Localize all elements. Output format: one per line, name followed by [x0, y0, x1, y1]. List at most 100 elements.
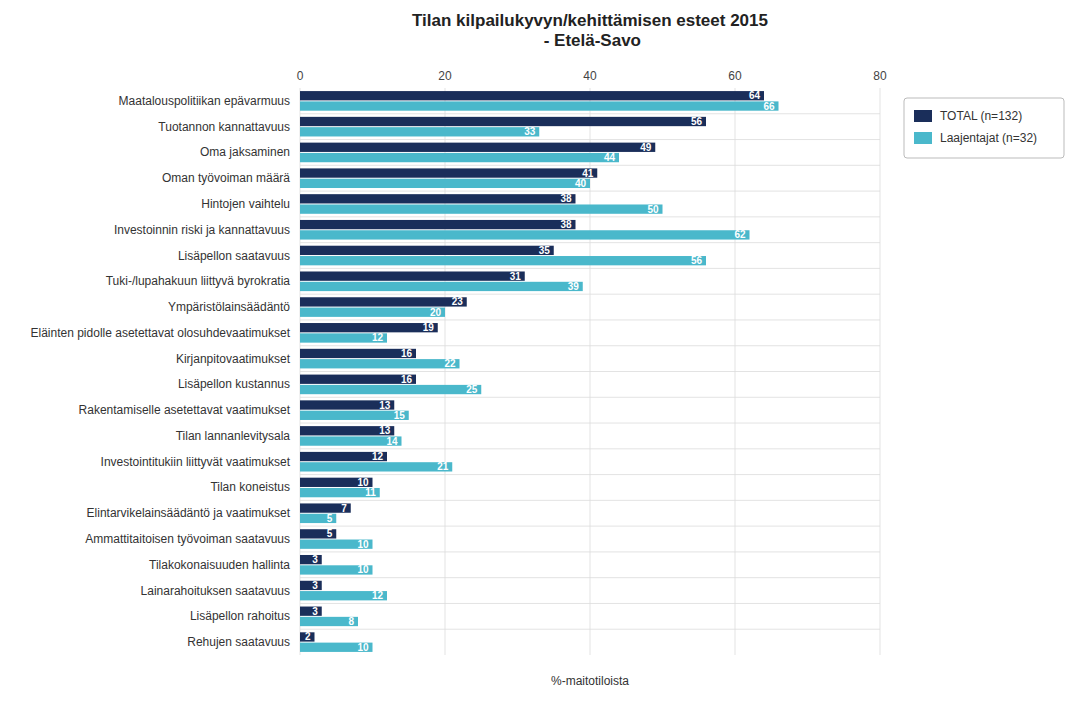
separator: [300, 268, 880, 269]
bar: [300, 194, 576, 203]
category-label: Investoinnin riski ja kannattavuus: [114, 223, 290, 237]
data-label: 16: [401, 374, 413, 385]
bar: [300, 127, 539, 136]
bar: [300, 400, 394, 409]
data-label: 38: [560, 193, 572, 204]
bars: [300, 91, 779, 652]
separator: [300, 345, 880, 346]
separator: [300, 113, 880, 114]
bar: [300, 385, 481, 394]
separator: [300, 242, 880, 243]
separator: [300, 474, 880, 475]
category-label: Eläinten pidolle asetettavat olosuhdevaa…: [31, 326, 291, 340]
category-label: Hintojen vaihtelu: [201, 197, 290, 211]
bar: [300, 581, 322, 590]
tick-label: 80: [873, 69, 887, 83]
data-label: 21: [437, 461, 449, 472]
data-label: 10: [357, 539, 369, 550]
tick-label: 0: [297, 69, 304, 83]
bar: [300, 230, 750, 239]
bar: [300, 529, 336, 538]
data-label: 44: [604, 152, 616, 163]
category-label: Lisäpellon kustannus: [178, 377, 290, 391]
legend-box: [904, 98, 1064, 158]
bar: [300, 323, 438, 332]
category-label: Maatalouspolitiikan epävarmuus: [119, 94, 290, 108]
data-label: 11: [365, 487, 376, 498]
separator: [300, 551, 880, 552]
grid: [300, 88, 880, 655]
legend-label: Laajentajat (n=32): [940, 131, 1037, 145]
data-label: 8: [348, 616, 354, 627]
category-label: Tilan koneistus: [210, 480, 290, 494]
category-label: Tilakokonaisuuden hallinta: [149, 558, 290, 572]
bar: [300, 101, 779, 110]
data-label: 64: [749, 90, 761, 101]
data-label: 3: [312, 580, 318, 591]
data-label: 33: [524, 126, 536, 137]
category-label: Tuotannon kannattavuus: [158, 120, 290, 134]
tick-label: 20: [438, 69, 452, 83]
separator: [300, 294, 880, 295]
bar: [300, 375, 416, 384]
bar: [300, 349, 416, 358]
separator: [300, 319, 880, 320]
bar: [300, 503, 351, 512]
data-label: 12: [372, 451, 384, 462]
bar: [300, 540, 373, 549]
bar: [300, 297, 467, 306]
separator: [300, 603, 880, 604]
category-label: Rakentamiselle asetettavat vaatimukset: [79, 403, 291, 417]
data-label: 5: [327, 528, 333, 539]
bar: [300, 426, 394, 435]
category-label: Investointitukiin liittyvät vaatimukset: [101, 455, 291, 469]
bar: [300, 153, 619, 162]
category-label: Lainarahoituksen saatavuus: [141, 584, 290, 598]
bar: [300, 168, 597, 177]
bar: [300, 478, 373, 487]
data-label: 19: [423, 322, 435, 333]
separator: [300, 191, 880, 192]
bar: [300, 607, 322, 616]
data-label: 7: [341, 503, 347, 514]
bar: [300, 204, 663, 213]
chart: Tilan kilpailukyvyn/kehittämisen esteet …: [0, 0, 1080, 703]
data-label: 62: [734, 229, 746, 240]
category-label: Tuki-/lupahakuun liittyvä byrokratia: [106, 274, 291, 288]
bar: [300, 555, 322, 564]
data-label: 12: [372, 590, 384, 601]
separator: [300, 371, 880, 372]
bar: [300, 91, 764, 100]
data-label: 20: [430, 307, 442, 318]
data-label: 10: [357, 642, 369, 653]
category-label: Kirjanpitovaatimukset: [176, 352, 291, 366]
data-label: 3: [312, 606, 318, 617]
category-label: Oman työvoiman määrä: [162, 171, 290, 185]
category-label: Tilan lannanlevitysala: [176, 429, 291, 443]
data-label: 5: [327, 513, 333, 524]
data-label: 25: [466, 384, 478, 395]
data-label: 2: [305, 631, 311, 642]
bar: [300, 565, 373, 574]
legend-label: TOTAL (n=132): [940, 109, 1022, 123]
bar: [300, 246, 554, 255]
category-label: Oma jaksaminen: [200, 145, 290, 159]
data-label: 49: [640, 142, 652, 153]
bar: [300, 617, 358, 626]
bar: [300, 591, 387, 600]
category-label: Lisäpellon saatavuus: [178, 249, 290, 263]
separator: [300, 139, 880, 140]
separators: [300, 114, 880, 629]
separator: [300, 397, 880, 398]
data-label: 35: [539, 245, 551, 256]
category-label: Ympäristölainsäädäntö: [168, 300, 290, 314]
data-label: 56: [691, 116, 703, 127]
data-label: 15: [394, 410, 406, 421]
separator: [300, 629, 880, 630]
separator: [300, 500, 880, 501]
data-label: 12: [372, 332, 384, 343]
bar: [300, 411, 409, 420]
data-label: 56: [691, 255, 703, 266]
data-label: 16: [401, 348, 413, 359]
bar: [300, 308, 445, 317]
